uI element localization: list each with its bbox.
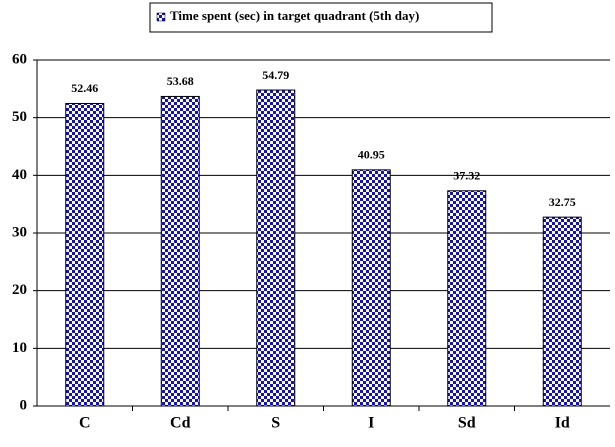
legend-box	[149, 2, 493, 33]
bar	[65, 102, 105, 407]
y-tick-label: 40	[12, 167, 27, 183]
value-label: 54.79	[262, 68, 289, 82]
y-tick-label: 20	[12, 282, 27, 298]
legend-swatch	[156, 12, 166, 22]
x-tick-label: S	[271, 415, 280, 432]
bar	[447, 190, 487, 407]
value-label: 52.46	[71, 81, 98, 95]
value-label: 32.75	[549, 195, 576, 209]
y-tick-label: 10	[12, 340, 27, 356]
x-tick-label: Id	[555, 415, 570, 432]
x-tick-label: Cd	[170, 415, 191, 432]
bar	[160, 95, 200, 407]
value-label: 37.32	[453, 169, 480, 183]
bar	[256, 89, 296, 407]
x-tick-label: I	[368, 415, 374, 432]
bar	[351, 169, 391, 407]
value-label: 53.68	[167, 74, 194, 88]
legend-label: Time spent (sec) in target quadrant (5th…	[170, 8, 419, 23]
y-tick-label: 60	[12, 51, 27, 67]
y-tick-label: 50	[12, 109, 27, 125]
bar	[542, 216, 582, 407]
y-tick-label: 30	[12, 224, 27, 240]
x-tick-label: C	[79, 415, 91, 432]
x-tick-label: Sd	[458, 415, 476, 432]
value-label: 40.95	[358, 148, 385, 162]
y-tick-label: 0	[20, 397, 28, 413]
